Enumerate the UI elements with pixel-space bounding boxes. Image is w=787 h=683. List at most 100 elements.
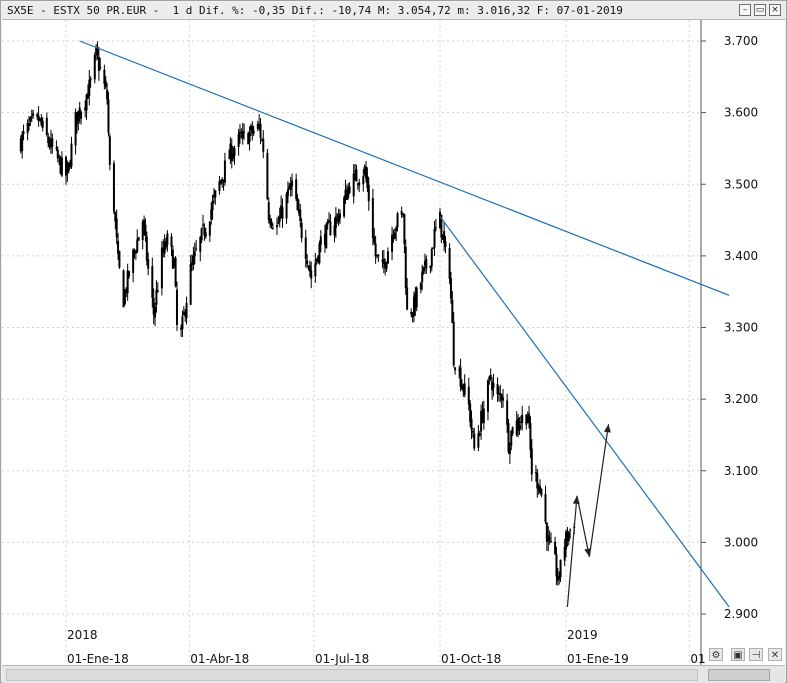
y-tick-label: 3.600	[724, 106, 758, 120]
candle-body	[481, 410, 484, 423]
candle-body	[318, 243, 321, 264]
candle-body	[489, 374, 492, 379]
candle-body	[170, 236, 173, 247]
scrollbar-thumb[interactable]	[708, 669, 770, 681]
projection-arrow	[576, 495, 590, 557]
candle-body	[55, 147, 58, 149]
candle-body	[458, 369, 461, 371]
candle-body	[115, 218, 118, 238]
candle-body	[271, 227, 274, 229]
candle-body	[469, 403, 472, 422]
candle-body	[78, 107, 81, 117]
candle-body	[347, 187, 350, 198]
candle-body	[566, 531, 569, 540]
candle-body	[567, 532, 570, 542]
candle-body	[344, 189, 347, 199]
candle-body	[233, 148, 236, 156]
candle-body	[367, 184, 370, 202]
candle-body	[334, 216, 337, 228]
candle-body	[515, 420, 518, 436]
close-chart-icon[interactable]: ✕	[768, 648, 782, 661]
y-tick-label: 3.400	[724, 249, 758, 263]
year-label: 2018	[67, 628, 98, 642]
candle-body	[275, 225, 278, 228]
candle-body	[336, 214, 339, 216]
close-button[interactable]: ×	[769, 4, 781, 16]
candle-body	[256, 123, 259, 129]
candle-body	[199, 237, 202, 252]
candle-body	[526, 416, 529, 424]
candle-body	[208, 221, 211, 236]
plot-area	[2, 20, 701, 665]
y-tick-label: 3.100	[724, 464, 758, 478]
candle-body	[243, 131, 246, 133]
candle-body	[103, 69, 106, 84]
candle-body	[84, 107, 87, 111]
candle-body	[499, 393, 502, 396]
projection-arrow	[588, 424, 610, 557]
candle-body	[126, 270, 129, 294]
candle-body	[569, 529, 572, 531]
candle-body	[519, 421, 522, 423]
candle-series	[19, 41, 576, 586]
candle-body	[107, 99, 110, 133]
candle-body	[521, 414, 524, 424]
candle-body	[297, 209, 300, 213]
candle-body	[22, 131, 25, 134]
candle-body	[441, 234, 444, 240]
candle-body	[500, 394, 503, 400]
window-titlebar[interactable]: SX5E - ESTX 50 PR.EUR - 1 d Dif. %: -0,3…	[2, 2, 785, 20]
candle-body	[260, 139, 263, 141]
candle-body	[555, 554, 558, 577]
candle-body	[386, 251, 389, 264]
candle-body	[192, 255, 195, 266]
candle-body	[118, 250, 121, 268]
candle-body	[363, 166, 366, 174]
candle-body	[286, 189, 289, 197]
candle-body	[28, 122, 31, 127]
candle-body	[70, 143, 73, 167]
candle-body	[21, 134, 24, 152]
candle-body	[195, 248, 198, 250]
save-icon[interactable]: ▣	[731, 648, 745, 661]
candle-body	[540, 488, 543, 496]
candle-body	[404, 246, 407, 289]
candle-body	[510, 430, 513, 447]
candle-body	[136, 239, 139, 253]
candle-body	[212, 195, 215, 198]
minimize-button[interactable]: –	[739, 4, 751, 16]
candle-body	[308, 265, 311, 272]
candle-body	[471, 430, 474, 433]
year-label: 2019	[567, 628, 598, 642]
candle-body	[32, 113, 35, 116]
candle-body	[93, 54, 96, 80]
candle-body	[37, 115, 40, 122]
candle-body	[59, 157, 62, 174]
y-tick-label: 3.300	[724, 321, 758, 335]
candle-body	[355, 169, 358, 182]
restore-button[interactable]: ▭	[754, 4, 766, 16]
candle-body	[415, 287, 418, 308]
candle-body	[269, 218, 272, 224]
candle-body	[558, 575, 561, 580]
candle-body	[189, 263, 192, 305]
pin-icon[interactable]: ⊣	[749, 648, 763, 661]
x-tick-label: 01-Jul-18	[315, 652, 369, 665]
gear-icon[interactable]: ⚙	[709, 648, 723, 661]
candle-body	[339, 213, 341, 219]
price-chart[interactable]: 3.700 3.600 3.500 3.400 3.300 3.200 3.100 3.000…	[1, 1, 786, 665]
candle-body	[325, 224, 328, 249]
candle-body	[304, 237, 307, 259]
candle-body	[547, 535, 550, 542]
candle-body	[45, 117, 48, 135]
candle-body	[507, 423, 510, 453]
candle-body	[326, 221, 329, 225]
candle-body	[434, 227, 437, 229]
candle-body	[181, 316, 184, 330]
candle-body	[133, 250, 136, 253]
horizontal-scrollbar[interactable]	[6, 669, 698, 681]
candle-body	[58, 155, 61, 157]
candle-body	[41, 120, 44, 128]
candle-body	[345, 189, 348, 200]
candle-body	[60, 157, 63, 176]
